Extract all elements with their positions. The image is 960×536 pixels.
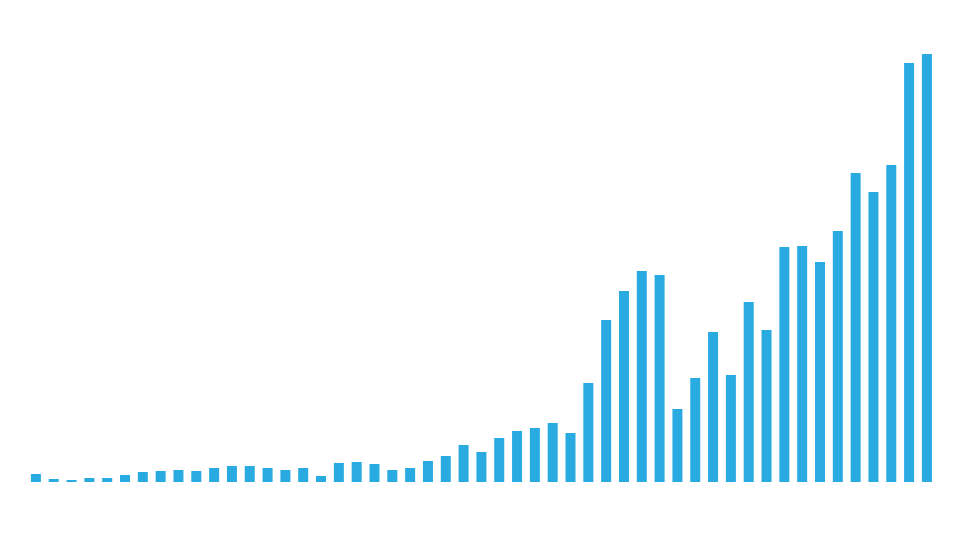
bar: [868, 192, 879, 482]
bar: [84, 478, 95, 482]
bar: [565, 433, 576, 482]
bar: [547, 423, 558, 482]
bar: [690, 378, 701, 482]
bar: [921, 54, 932, 482]
bar: [458, 445, 469, 482]
bar: [654, 275, 665, 482]
bar: [904, 63, 915, 482]
bar: [422, 461, 433, 482]
bar: [102, 478, 113, 482]
bar: [779, 247, 790, 482]
bar: [814, 262, 825, 482]
bar: [743, 302, 754, 482]
bar: [636, 271, 647, 482]
bar: [155, 471, 166, 482]
bar: [601, 320, 612, 482]
bar: [191, 471, 202, 482]
bar: [30, 474, 41, 482]
bar: [494, 438, 505, 482]
bar: [226, 466, 237, 482]
bar: [583, 383, 594, 482]
bar: [137, 472, 148, 482]
bar: [725, 375, 736, 482]
bar: [262, 468, 273, 482]
bar: [529, 428, 540, 482]
bar: [886, 165, 897, 482]
bar: [316, 476, 327, 482]
bar: [708, 332, 719, 482]
bar: [244, 466, 255, 482]
bar: [512, 431, 523, 482]
bar: [672, 409, 683, 482]
bar: [761, 330, 772, 482]
bar: [173, 470, 184, 482]
bar: [280, 470, 291, 482]
bar: [850, 173, 861, 482]
bar: [618, 291, 629, 482]
bar: [832, 231, 843, 482]
bar: [120, 475, 131, 482]
bar: [387, 470, 398, 482]
bar: [797, 246, 808, 482]
bar: [333, 463, 344, 482]
bar: [405, 468, 416, 482]
bar: [298, 468, 309, 482]
bar: [66, 480, 77, 482]
bar: [369, 464, 380, 482]
bar: [48, 479, 59, 482]
bar: [476, 452, 487, 482]
bar: [209, 468, 220, 482]
bar: [440, 456, 451, 482]
bar: [351, 462, 362, 482]
